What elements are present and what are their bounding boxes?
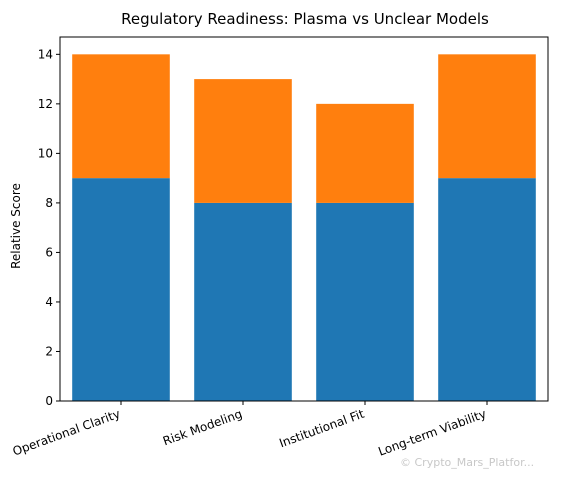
y-tick-label-5: 10 [38, 146, 53, 160]
watermark: © Crypto_Mars_Platfor... [400, 456, 535, 469]
chart-title: Regulatory Readiness: Plasma vs Unclear … [121, 10, 489, 28]
x-tick-label-0: Operational Clarity [11, 407, 122, 459]
plot-frame [59, 36, 549, 402]
bar-series2-1 [194, 79, 292, 203]
bar-series1-3 [438, 178, 536, 401]
x-tick-label-2: Institutional Fit [277, 407, 366, 451]
x-tick-label-3: Long-term Viability [376, 407, 488, 459]
bar-series2-0 [72, 54, 170, 179]
x-tick-label-1: Risk Modeling [161, 407, 244, 449]
y-tick-label-7: 14 [38, 47, 53, 61]
bar-series1-0 [72, 178, 170, 401]
y-tick-label-2: 4 [45, 295, 53, 309]
y-tick-label-3: 6 [45, 245, 53, 259]
bar-series2-2 [316, 103, 414, 203]
bars-layer [72, 54, 536, 401]
y-tick-label-1: 2 [45, 344, 53, 358]
bar-series2-3 [438, 54, 536, 179]
bar-series1-2 [316, 202, 414, 401]
y-tick-label-4: 8 [45, 196, 53, 210]
y-axis-label: Relative Score [9, 183, 23, 269]
y-tick-label-6: 12 [38, 97, 53, 111]
y-tick-label-0: 0 [45, 394, 53, 408]
bar-series1-1 [194, 202, 292, 401]
